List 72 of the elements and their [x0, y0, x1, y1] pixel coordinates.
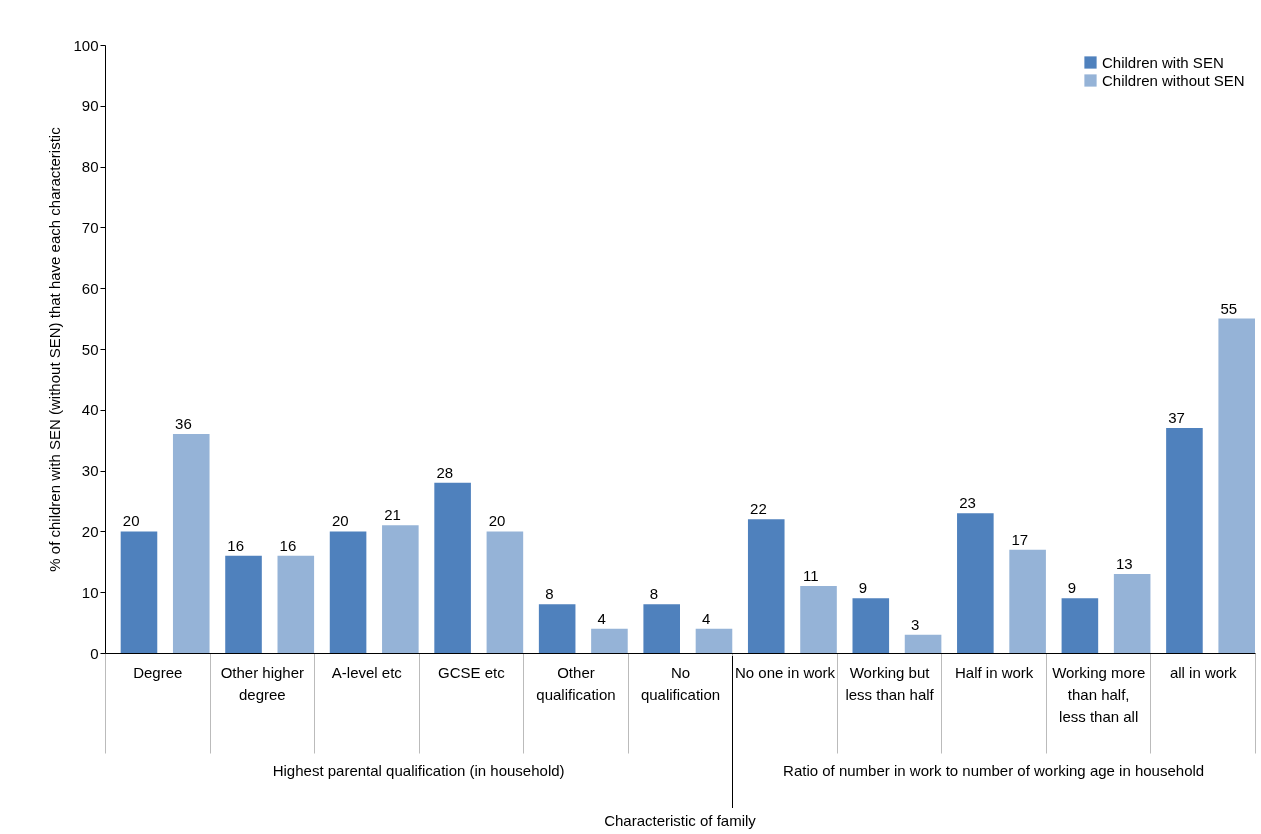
text: Characteristic of family — [603, 812, 757, 829]
y-tick-label: 100 — [73, 36, 99, 54]
data-label: 8 — [649, 585, 659, 603]
data-label: 3 — [911, 615, 920, 633]
y-tick-label: 40 — [81, 401, 99, 419]
legend-label: Children with SEN — [1102, 53, 1224, 71]
x-tick-label: Other higher degree — [220, 663, 305, 703]
data-label: 9 — [1067, 579, 1077, 597]
bar — [225, 555, 262, 653]
y-tick-label: 60 — [81, 279, 99, 297]
bar — [277, 555, 315, 653]
data-label: 55 — [1220, 299, 1238, 317]
bar — [382, 525, 419, 653]
data-label: 20 — [122, 512, 140, 530]
data-label: 22 — [750, 500, 767, 518]
y-tick-label: 80 — [81, 158, 99, 176]
bar — [800, 586, 837, 653]
bar — [538, 604, 576, 653]
x-tick-label: No one in work — [735, 663, 836, 681]
bar — [1113, 573, 1151, 653]
x-tick-label: all in work — [1169, 663, 1238, 681]
bar — [1009, 549, 1046, 653]
bar — [172, 434, 210, 653]
bar — [434, 482, 471, 653]
x-tick-label: Working but less than half — [845, 663, 935, 703]
data-label: 23 — [959, 494, 976, 512]
data-label: 4 — [701, 609, 711, 627]
data-label: 11 — [802, 567, 819, 585]
x-tick-label: No qualification — [640, 663, 721, 703]
bar — [329, 531, 367, 653]
bar — [747, 519, 785, 653]
y-tick-label: 50 — [81, 340, 99, 358]
y-tick-label: 90 — [81, 97, 99, 115]
x-tick-label: Other qualification — [536, 663, 616, 703]
x-tick-label: GCSE etc — [438, 663, 506, 681]
bar — [1218, 318, 1255, 653]
x-tick-label: Degree — [133, 663, 183, 681]
bar — [643, 604, 680, 653]
data-label: 21 — [384, 506, 401, 524]
data-label: 8 — [545, 585, 554, 603]
bar — [695, 628, 733, 653]
data-label: 20 — [488, 512, 506, 530]
data-label: 20 — [331, 512, 349, 530]
data-label: 4 — [597, 609, 606, 627]
bar — [1166, 428, 1203, 653]
y-tick-label: 20 — [81, 522, 99, 540]
bar — [1061, 598, 1099, 653]
x-tick-label: Half in work — [954, 663, 1034, 681]
text: Ratio of number in work to number of working age in household — [782, 762, 1206, 779]
x-tick-label: A-level etc — [331, 663, 403, 681]
bar — [904, 634, 942, 653]
legend-label: Children without SEN — [1102, 71, 1245, 89]
y-tick-label: 0 — [90, 644, 99, 662]
data-label: 17 — [1011, 530, 1029, 548]
y-tick-label: 70 — [81, 218, 99, 236]
bar — [120, 531, 158, 653]
data-label: 16 — [227, 536, 245, 554]
y-tick-label: 10 — [81, 583, 99, 601]
bar — [957, 513, 994, 653]
x-tick-label: Working more than half, less than all — [1052, 663, 1146, 725]
data-label: 16 — [279, 536, 297, 554]
data-label: 9 — [858, 579, 868, 597]
bar — [486, 531, 524, 653]
y-axis-title: % of children with SEN (without SEN) that have each characteristic — [46, 126, 64, 572]
bar — [852, 598, 890, 653]
bar — [591, 628, 628, 653]
data-label: 28 — [436, 463, 454, 481]
y-tick-label: 30 — [81, 462, 99, 480]
data-label: 37 — [1168, 409, 1185, 427]
text: Highest parental qualification (in household) — [271, 762, 566, 779]
data-label: 13 — [1115, 554, 1133, 572]
data-label: 36 — [175, 415, 192, 433]
